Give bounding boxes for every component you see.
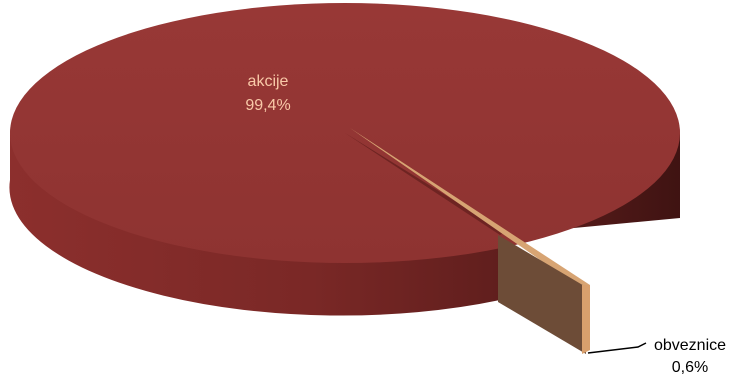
slice-label-obveznice: obveznice [654, 337, 726, 354]
leader-line-obveznice [587, 342, 647, 354]
slice-value-obveznice: 0,6% [672, 359, 708, 376]
slice-obveznice-edge [582, 285, 590, 354]
slice-label-akcije: akcije [248, 73, 289, 90]
slice-obveznice-top [350, 128, 590, 289]
slice-value-akcije: 99,4% [245, 97, 290, 114]
slice-obveznice-side [498, 235, 586, 354]
slice-akcije-gap [345, 133, 505, 235]
